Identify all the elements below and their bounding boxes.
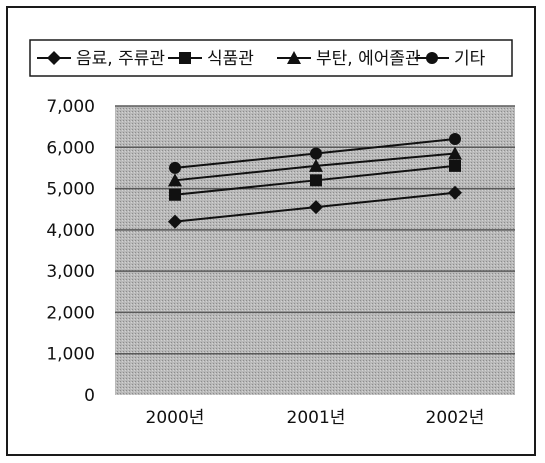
- legend: 음료, 주류관 식품관 부탄, 에어졸관 기타: [37, 49, 486, 69]
- data-point: [449, 159, 461, 172]
- legend-marker: [47, 51, 61, 65]
- legend-item: 식품관: [168, 49, 254, 69]
- data-point: [448, 146, 462, 160]
- y-tick-label: 4,000: [46, 221, 95, 241]
- legend-label: 식품관: [207, 49, 254, 69]
- legend-marker: [179, 52, 191, 64]
- legend-label: 음료, 주류관: [76, 49, 165, 69]
- x-tick-label: 2001년: [287, 408, 346, 428]
- series-2: [169, 159, 461, 201]
- data-point: [168, 173, 182, 187]
- y-tick-label: 7,000: [46, 97, 95, 117]
- x-tick-label: 2000년: [146, 408, 205, 428]
- y-tick-label: 1,000: [46, 345, 95, 365]
- data-point: [310, 147, 322, 160]
- data-point: [309, 200, 323, 215]
- legend-label: 기타: [454, 49, 486, 69]
- y-tick-label: 3,000: [46, 262, 95, 282]
- data-point: [309, 158, 323, 172]
- legend-marker: [287, 51, 301, 64]
- series-layer: [168, 133, 462, 229]
- series-1: [168, 185, 462, 229]
- x-axis: 2000년 2001년 2002년: [146, 408, 485, 428]
- legend-item: 부탄, 에어졸관: [277, 49, 421, 69]
- legend-item: 기타: [415, 49, 486, 69]
- data-point: [310, 174, 322, 187]
- data-point: [168, 214, 182, 229]
- legend-item: 음료, 주류관: [37, 49, 165, 69]
- data-point: [169, 161, 181, 174]
- x-tick-label: 2002년: [426, 408, 485, 428]
- y-tick-label: 0: [84, 386, 95, 406]
- data-point: [169, 188, 181, 201]
- data-point: [449, 133, 461, 146]
- y-axis: 0 1,000 2,000 3,000 4,000 5,000 6,000 7,000: [46, 97, 95, 406]
- y-tick-label: 2,000: [46, 303, 95, 323]
- series-4: [169, 133, 461, 174]
- data-point: [448, 185, 462, 200]
- y-tick-label: 5,000: [46, 180, 95, 200]
- legend-label: 부탄, 에어졸관: [316, 49, 421, 69]
- series-3: [168, 146, 462, 187]
- legend-marker: [426, 52, 438, 64]
- gridlines: [115, 105, 515, 355]
- y-tick-label: 6,000: [46, 138, 95, 158]
